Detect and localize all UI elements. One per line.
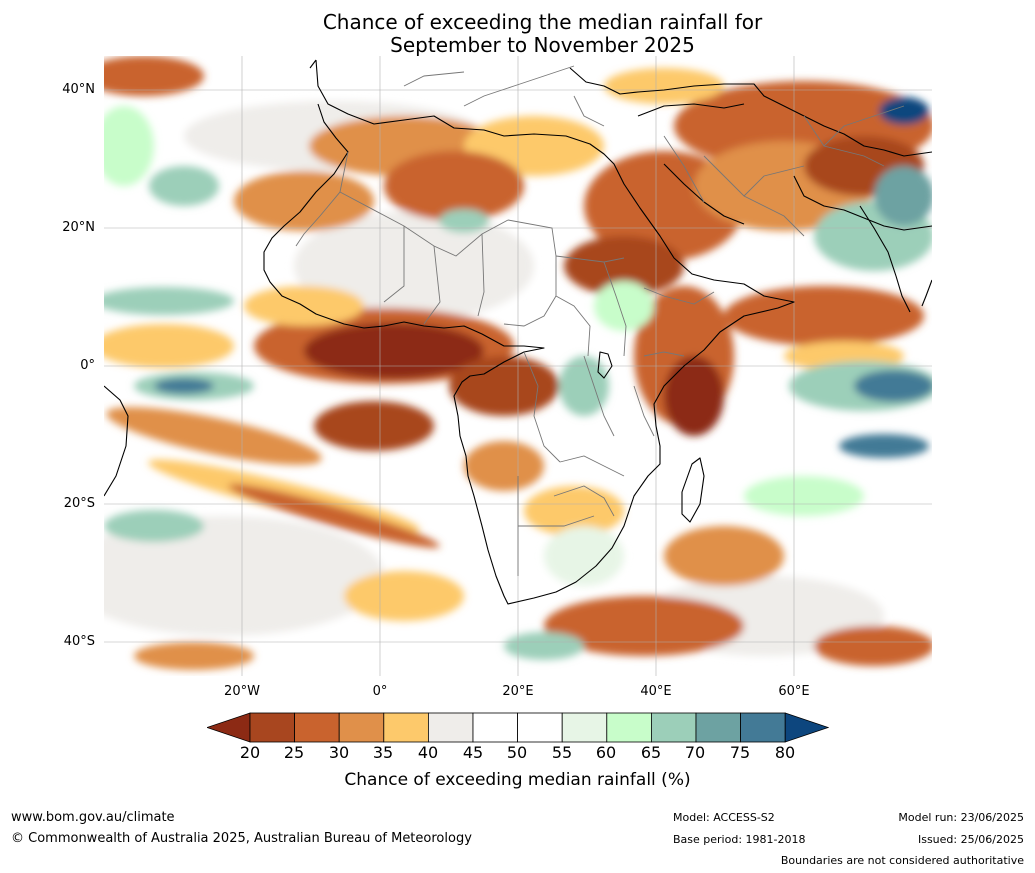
colorbar-segment (294, 712, 340, 743)
colorbar-tick: 55 (551, 743, 573, 762)
colorbar-segment (249, 712, 295, 743)
probability-shading (104, 56, 932, 670)
colorbar-segment (338, 712, 385, 743)
lat-label-20n: 20°N (62, 220, 95, 235)
model-name: Model: ACCESS-S2 (673, 811, 775, 824)
lon-label-0: 0° (372, 684, 388, 699)
colorbar-label: Chance of exceeding median rainfall (%) (344, 770, 691, 790)
colorbar-segment (383, 712, 429, 743)
lat-label-20s: 20°S (63, 496, 95, 511)
colorbar-segment (427, 712, 474, 743)
map-title-line-1: Chance of exceeding the median rainfall … (322, 10, 763, 34)
copyright-text: © Commonwealth of Australia 2025, Austra… (11, 831, 472, 846)
colorbar-segment (606, 712, 652, 743)
colorbar-tick: 30 (328, 743, 350, 762)
colorbar-extend-high (784, 712, 829, 743)
website-link[interactable]: www.bom.gov.au/climate (11, 810, 175, 825)
issued-date: Issued: 25/06/2025 (917, 833, 1024, 846)
lon-label-20e: 20°E (502, 684, 534, 699)
colorbar-tick: 25 (283, 743, 305, 762)
country-borders (295, 65, 905, 576)
map-title-line-2: September to November 2025 (390, 33, 695, 57)
colorbar (207, 712, 829, 743)
colorbar-tick: 50 (506, 743, 528, 762)
colorbar-segment (472, 712, 518, 743)
colorbar-tick: 40 (417, 743, 439, 762)
colorbar-segment (695, 712, 741, 743)
colorbar-segment (517, 712, 563, 743)
rainfall-map (104, 56, 932, 676)
colorbar-segment (561, 712, 608, 743)
model-run-date: Model run: 23/06/2025 (898, 811, 1024, 824)
lon-label-20w: 20°W (224, 684, 260, 699)
graticule (104, 56, 932, 676)
colorbar-tick: 35 (372, 743, 394, 762)
colorbar-segment (740, 712, 786, 743)
lat-label-40s: 40°S (63, 634, 95, 649)
lat-label-40n: 40°N (62, 82, 95, 97)
colorbar-extend-low (207, 712, 251, 743)
colorbar-segment (650, 712, 697, 743)
colorbar-tick: 65 (640, 743, 662, 762)
colorbar-tick: 20 (239, 743, 261, 762)
lon-label-60e: 60°E (778, 684, 810, 699)
colorbar-tick: 75 (729, 743, 751, 762)
lat-label-0: 0° (80, 358, 95, 373)
colorbar-segments (207, 712, 829, 743)
colorbar-tick: 45 (462, 743, 484, 762)
colorbar-tick: 80 (774, 743, 796, 762)
colorbar-tick: 70 (684, 743, 706, 762)
boundaries-disclaimer: Boundaries are not considered authoritat… (780, 854, 1024, 867)
colorbar-tick: 60 (595, 743, 617, 762)
base-period: Base period: 1981-2018 (673, 833, 806, 846)
lon-label-40e: 40°E (640, 684, 672, 699)
